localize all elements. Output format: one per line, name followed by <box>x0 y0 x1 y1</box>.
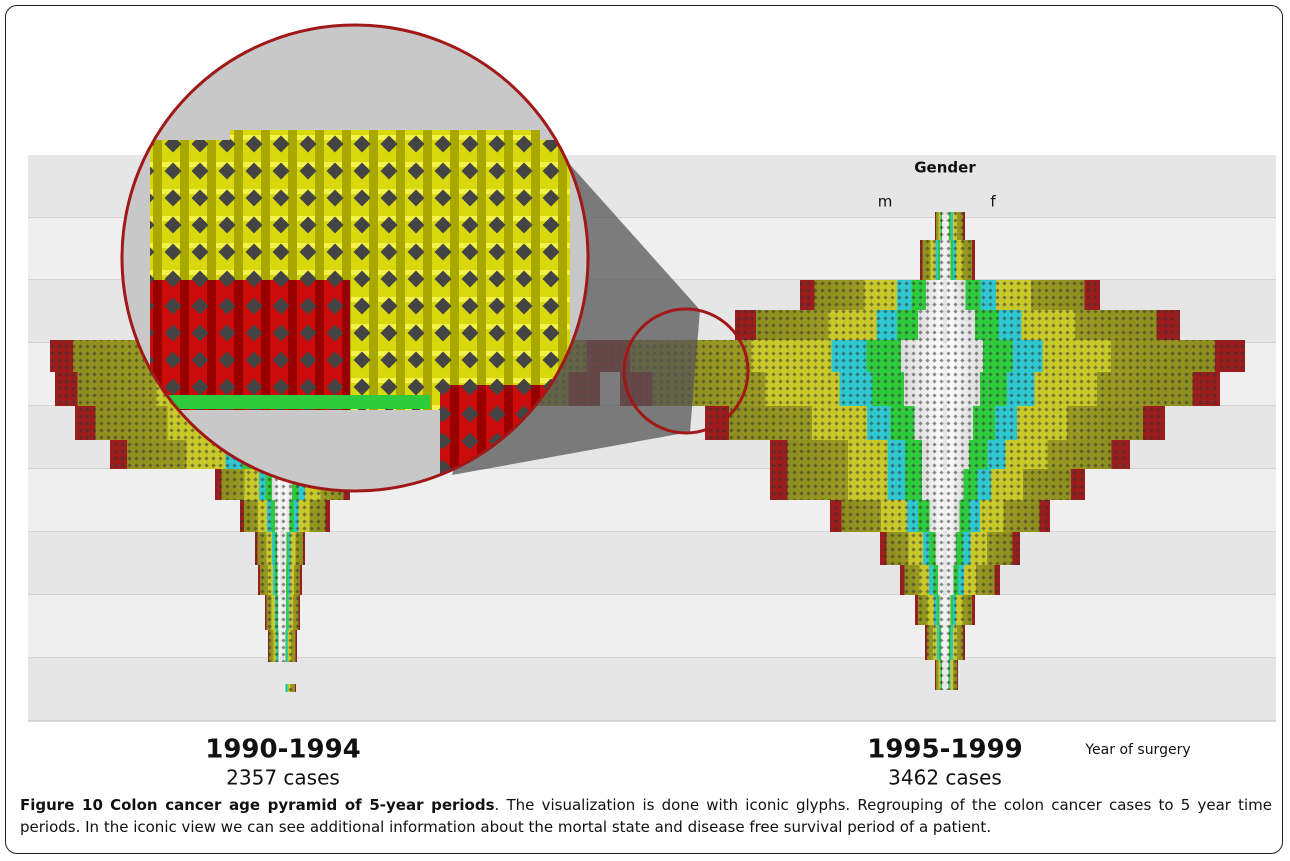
axis-label: Year of surgery <box>1084 742 1190 758</box>
caption-title: Colon cancer age pyramid of 5-year perio… <box>110 796 494 814</box>
glyph-texture <box>935 212 965 240</box>
glyph-texture <box>258 565 302 595</box>
glyph-texture <box>935 660 958 690</box>
band <box>28 595 1276 658</box>
glyph-texture <box>255 532 305 565</box>
glyph-texture <box>800 280 1100 310</box>
figure: Gender m f 1990-1994 2357 cases 1995-199… <box>0 0 1290 790</box>
band <box>28 658 1276 721</box>
glyph-texture <box>770 469 1085 500</box>
cases-label: 2357 cases <box>226 766 340 790</box>
period-label: 1995-1999 <box>867 735 1023 765</box>
band <box>28 532 1276 595</box>
glyph-texture <box>770 440 1130 469</box>
glyph-texture <box>288 684 296 692</box>
figure-caption: Figure 10 Colon cancer age pyramid of 5-… <box>20 794 1272 838</box>
legend-title: Gender <box>914 159 976 177</box>
glyph-texture <box>920 240 975 280</box>
period-label: 1990-1994 <box>205 735 361 765</box>
glyph-texture <box>268 630 297 662</box>
glyph-texture <box>830 500 1050 532</box>
glyph-texture <box>925 625 965 660</box>
cases-label: 3462 cases <box>888 766 1002 790</box>
glyph-texture <box>900 565 1000 595</box>
caption-label: Figure 10 <box>20 796 103 814</box>
glyph-texture <box>240 500 330 532</box>
glyph-texture <box>915 595 975 625</box>
legend-label: f <box>990 193 996 211</box>
glyph-texture <box>735 310 1180 340</box>
glyph-texture <box>880 532 1020 565</box>
glyph-texture <box>265 595 300 630</box>
legend-label: m <box>878 193 893 211</box>
glyph-texture <box>705 406 1165 440</box>
glyph-texture <box>620 372 1220 406</box>
